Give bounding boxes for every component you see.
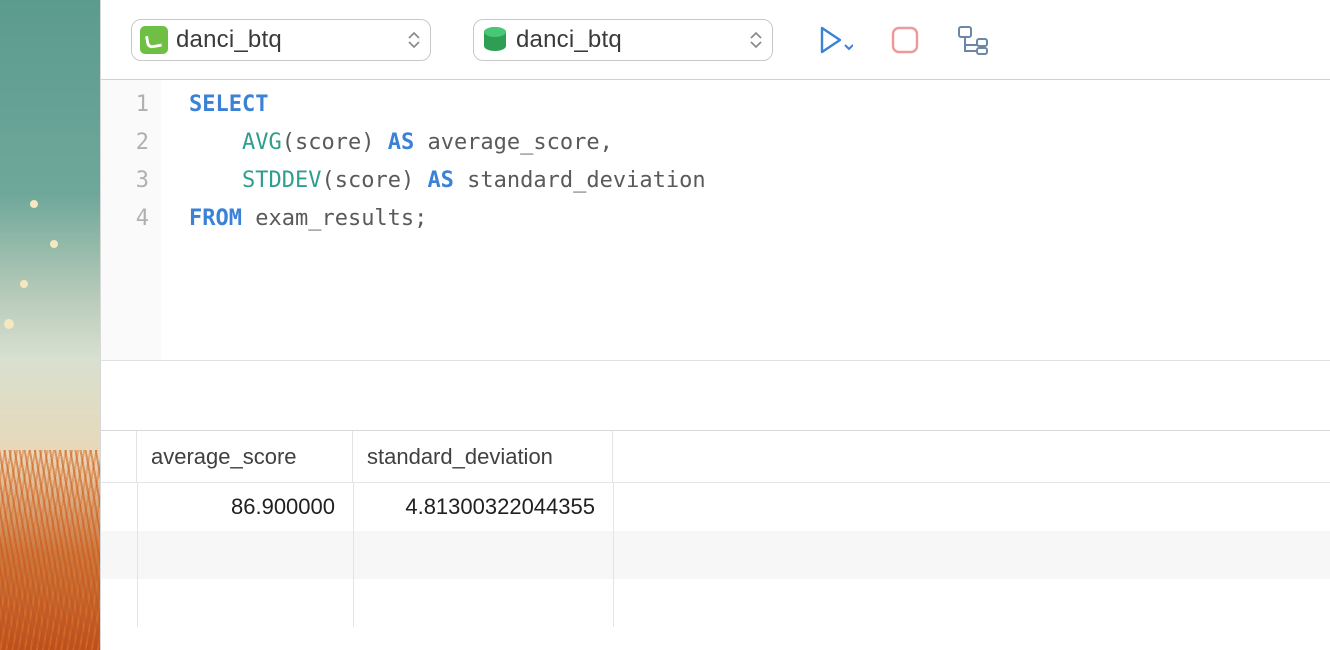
sql-editor-window: danci_btq danci_btq	[100, 0, 1330, 650]
database-dropdown[interactable]: danci_btq	[473, 19, 773, 61]
desktop-wallpaper	[0, 0, 100, 650]
mysql-icon	[140, 26, 168, 54]
results-body: 86.9000004.81300322044355	[101, 483, 1330, 627]
column-header[interactable]: average_score	[137, 431, 353, 482]
stop-icon	[891, 26, 919, 54]
table-cell[interactable]	[354, 531, 614, 579]
table-cell[interactable]: 4.81300322044355	[354, 483, 614, 531]
column-header[interactable]: standard_deviation	[353, 431, 613, 482]
chevron-updown-icon	[750, 32, 762, 48]
code-line: STDDEV(score) AS standard_deviation	[189, 162, 1330, 200]
database-label: danci_btq	[516, 26, 742, 54]
stop-button[interactable]	[891, 26, 919, 54]
editor-results-divider	[101, 360, 1330, 430]
results-gutter-cell	[101, 431, 137, 482]
table-cell[interactable]	[354, 579, 614, 627]
results-panel: average_scorestandard_deviation 86.90000…	[101, 430, 1330, 650]
table-row[interactable]	[101, 579, 1330, 627]
table-row[interactable]: 86.9000004.81300322044355	[101, 483, 1330, 531]
code-line: AVG(score) AS average_score,	[189, 124, 1330, 162]
code-editor[interactable]: 1234 SELECT AVG(score) AS average_score,…	[101, 80, 1330, 360]
code-line: SELECT	[189, 86, 1330, 124]
row-gutter-cell	[101, 483, 138, 531]
structure-button[interactable]	[957, 25, 989, 55]
code-line: FROM exam_results;	[189, 200, 1330, 238]
toolbar-actions	[819, 25, 989, 55]
line-number: 3	[101, 162, 161, 200]
structure-icon	[957, 25, 989, 55]
table-row[interactable]	[101, 531, 1330, 579]
chevron-updown-icon	[408, 32, 420, 48]
play-icon	[819, 25, 853, 55]
table-cell[interactable]: 86.900000	[138, 483, 354, 531]
line-number: 2	[101, 124, 161, 162]
database-icon	[482, 26, 508, 54]
table-cell[interactable]	[138, 579, 354, 627]
connection-label: danci_btq	[176, 26, 400, 54]
run-button[interactable]	[819, 25, 853, 55]
results-header-row: average_scorestandard_deviation	[101, 431, 1330, 483]
row-gutter-cell	[101, 579, 138, 627]
connection-dropdown[interactable]: danci_btq	[131, 19, 431, 61]
code-content[interactable]: SELECT AVG(score) AS average_score, STDD…	[161, 80, 1330, 360]
toolbar: danci_btq danci_btq	[101, 0, 1330, 80]
line-number: 4	[101, 200, 161, 238]
line-number: 1	[101, 86, 161, 124]
line-number-gutter: 1234	[101, 80, 161, 360]
row-gutter-cell	[101, 531, 138, 579]
table-cell[interactable]	[138, 531, 354, 579]
